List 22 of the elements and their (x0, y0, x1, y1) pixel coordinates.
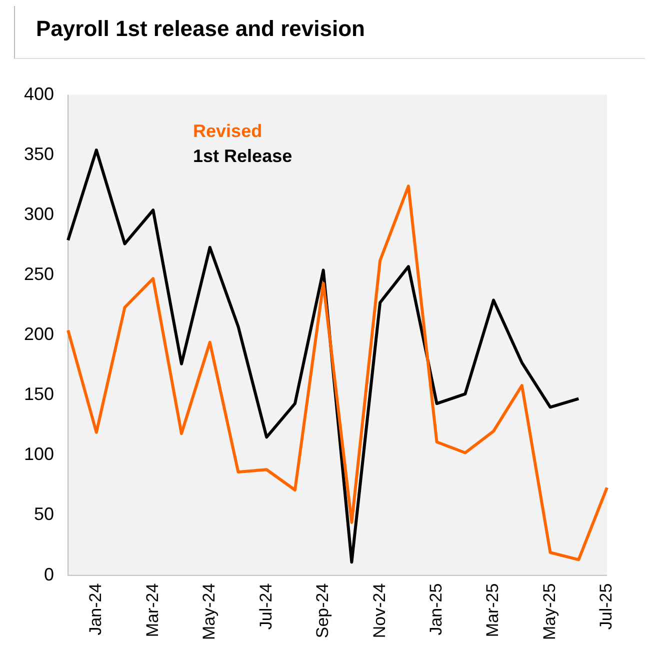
y-tick-label: 100 (24, 444, 54, 464)
y-tick-label: 0 (44, 564, 54, 584)
text: 1st Release (193, 146, 292, 166)
chart-title: Payroll 1st release and revision (36, 16, 365, 42)
x-tick-label: Mar-25 (483, 583, 502, 638)
y-tick-label: 300 (24, 204, 54, 224)
y-tick-label: 350 (24, 144, 54, 164)
x-tick-label: Jan-24 (86, 583, 106, 636)
x-tick-label: May-24 (200, 583, 219, 640)
text: Revised (193, 120, 262, 141)
x-tick-label: Nov-24 (370, 583, 389, 638)
x-tick-label: Jul-25 (596, 583, 616, 630)
x-tick-label: May-25 (540, 583, 559, 640)
y-tick-label: 50 (34, 504, 54, 524)
y-tick-label: 150 (24, 384, 54, 404)
x-tick-label: Jul-24 (256, 583, 276, 630)
x-tick-label: Jan-25 (426, 583, 446, 636)
x-tick-label: Sep-24 (313, 583, 332, 638)
x-tick-label: Mar-24 (142, 583, 162, 638)
y-tick-label: 200 (24, 324, 54, 344)
y-tick-label: 250 (24, 264, 54, 284)
y-tick-label: 400 (24, 84, 54, 104)
